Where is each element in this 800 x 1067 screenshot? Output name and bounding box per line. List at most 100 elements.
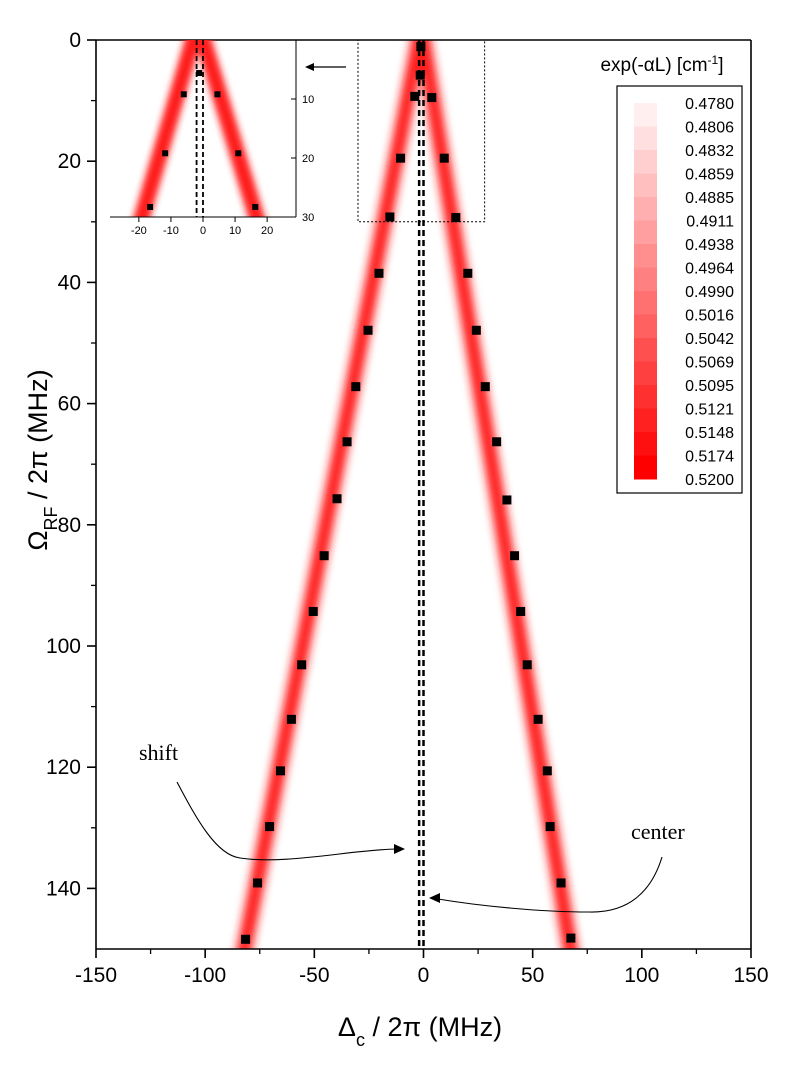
center-arrow [437, 856, 663, 913]
data-point [332, 494, 342, 504]
data-point [410, 91, 420, 101]
x-tick-label: 0 [418, 964, 430, 987]
data-point [342, 437, 352, 447]
inset-data-point [235, 150, 242, 157]
y-tick-label: 0 [69, 29, 81, 52]
colorbar-label: 0.4780 [685, 96, 734, 113]
colorbar-legend: exp(-αL) [cm-1] 0.4780 0.4806 0.4832 0.4859… [600, 53, 743, 494]
data-point [516, 606, 526, 616]
colorbar-label: 0.4885 [685, 190, 734, 207]
data-point [416, 42, 426, 52]
colorbar-label: 0.5016 [685, 308, 734, 325]
colorbar-label: 0.5174 [685, 449, 734, 466]
y-tick-label: 120 [46, 756, 81, 779]
data-point [510, 551, 520, 561]
colorbar-swatch [634, 361, 657, 386]
data-point [556, 878, 566, 888]
shift-annotation: shift [139, 740, 178, 765]
y-axis-label: ΩRF / 2π (MHz) [23, 369, 61, 550]
y-tick-label: 40 [58, 271, 81, 294]
colorbar-label: 0.5148 [685, 425, 734, 442]
shift-arrowhead [394, 844, 405, 854]
data-point [533, 714, 543, 724]
data-point [241, 934, 251, 944]
center-annotation: center [631, 819, 685, 844]
center-arrowhead [429, 893, 440, 903]
colorbar-swatch [634, 197, 657, 221]
colorbar-swatch [634, 126, 657, 151]
inset-data-point [214, 91, 221, 98]
colorbar-swatch [634, 244, 657, 268]
y-tick-label: 20 [58, 150, 81, 173]
inset-y-tick-label: 30 [302, 212, 314, 224]
y-tick-label: 80 [58, 514, 81, 537]
inset-band-left [133, 40, 202, 217]
inset-x-tick-label: 0 [200, 225, 206, 237]
x-tick-label: -50 [299, 964, 329, 987]
colorbar-swatch [634, 338, 657, 362]
colorbar-title: exp(-αL) [cm-1] [600, 53, 723, 76]
inset-pointer-arrow [305, 63, 346, 71]
colorbar-swatch [634, 291, 657, 315]
data-point [471, 325, 481, 335]
colorbar-label: 0.4859 [685, 167, 734, 184]
data-point [385, 212, 395, 222]
data-point [415, 70, 425, 80]
inset-y-tick-label: 20 [302, 153, 314, 165]
main-band-right [415, 40, 578, 949]
x-axis-label: Δc / 2π (MHz) [338, 1012, 502, 1050]
colorbar-label: 0.5069 [685, 355, 734, 372]
inset-x-tick-label: 20 [261, 225, 273, 237]
inset-x-tick-label: 10 [229, 225, 241, 237]
data-point [463, 268, 473, 278]
colorbar-swatch [634, 455, 657, 480]
data-point [542, 766, 552, 776]
colorbar-label: 0.4990 [685, 284, 734, 301]
main-data-points [241, 42, 576, 944]
data-point [502, 495, 512, 505]
data-point [308, 606, 318, 616]
colorbar-label: 0.4911 [686, 214, 734, 231]
y-tick-label: 140 [46, 877, 81, 900]
inset-data-point [162, 150, 169, 157]
colorbar-swatch [634, 103, 657, 127]
data-point [297, 660, 307, 670]
inset-x-tick-label: -10 [163, 225, 179, 237]
x-tick-label: -100 [184, 964, 226, 987]
annotations: shift center [139, 740, 685, 913]
data-point [545, 822, 555, 832]
y-tick-label: 100 [46, 635, 81, 658]
main-band-left [236, 40, 427, 949]
main-reference-lines [417, 40, 425, 949]
data-point [265, 822, 275, 832]
x-tick-label: 100 [624, 964, 659, 987]
inset-x-tick-label: -20 [131, 225, 147, 237]
data-point [480, 382, 490, 392]
y-tick-label: 60 [58, 393, 81, 416]
colorbar-label: 0.4964 [685, 261, 734, 278]
data-point [363, 325, 373, 335]
inset-y-tick-label: 10 [302, 94, 314, 106]
data-point [253, 878, 263, 888]
data-point [319, 551, 329, 561]
colorbar-swatch [634, 432, 657, 456]
data-point [351, 382, 361, 392]
colorbar-swatch [634, 173, 657, 198]
colorbar-label: 0.5042 [685, 331, 734, 348]
data-point [396, 153, 406, 163]
inset-data-point [196, 70, 203, 77]
colorbar-swatch [634, 267, 657, 292]
colorbar-swatch [634, 408, 657, 433]
colorbar-label: 0.4832 [685, 143, 734, 160]
data-point [492, 437, 502, 447]
data-point [522, 660, 532, 670]
data-point [427, 93, 437, 103]
data-point [286, 714, 296, 724]
colorbar-label: 0.5200 [685, 472, 734, 489]
x-tick-label: -150 [75, 964, 117, 987]
data-point [566, 933, 576, 943]
colorbar-label: 0.4806 [685, 120, 734, 137]
shift-arrow [176, 781, 397, 861]
